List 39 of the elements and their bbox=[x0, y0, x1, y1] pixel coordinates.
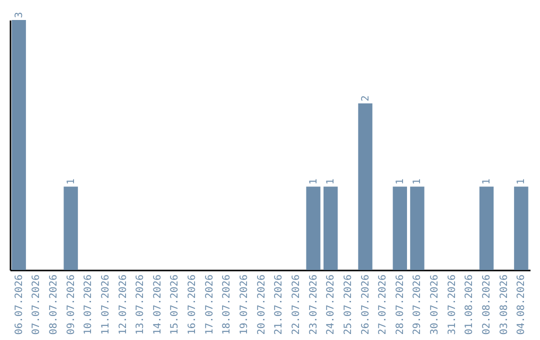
x-tick-label: 28.07.2026 bbox=[394, 274, 406, 335]
x-tick-label: 18.07.2026 bbox=[222, 274, 233, 335]
x-tick-label: 01.08.2026 bbox=[464, 274, 476, 335]
x-tick-label: 22.07.2026 bbox=[290, 274, 302, 335]
data-label: 1 bbox=[412, 178, 424, 185]
x-tick-label: 09.07.2026 bbox=[66, 274, 77, 335]
x-tick-label: 07.07.2026 bbox=[31, 274, 42, 335]
data-label: 2 bbox=[360, 95, 372, 102]
x-tick-label: 14.07.2026 bbox=[152, 274, 164, 335]
x-tick-label: 02.08.2026 bbox=[482, 274, 493, 335]
data-label: 3 bbox=[14, 12, 25, 18]
x-tick-label: 16.07.2026 bbox=[187, 274, 198, 335]
x-tick-label: 25.07.2026 bbox=[342, 274, 354, 335]
x-tick-label: 30.07.2026 bbox=[430, 274, 441, 335]
x-tick-label: 17.07.2026 bbox=[204, 274, 216, 335]
x-tick-label: 12.07.2026 bbox=[118, 274, 129, 335]
data-label: 1 bbox=[394, 178, 406, 185]
x-tick-label: 26.07.2026 bbox=[360, 274, 372, 335]
data-label: 1 bbox=[66, 178, 77, 185]
data-label: 1 bbox=[516, 178, 528, 185]
x-tick-label: 15.07.2026 bbox=[170, 274, 181, 335]
x-tick-label: 04.08.2026 bbox=[516, 274, 528, 335]
x-tick-label: 03.08.2026 bbox=[498, 274, 510, 335]
x-tick-label: 11.07.2026 bbox=[100, 274, 112, 335]
x-tick-label: 29.07.2026 bbox=[412, 274, 424, 335]
x-tick-label: 23.07.2026 bbox=[308, 274, 320, 335]
data-label: 1 bbox=[326, 178, 337, 185]
x-tick-label: 06.07.2026 bbox=[14, 274, 25, 335]
x-tick-label: 31.07.2026 bbox=[446, 274, 458, 335]
x-tick-label: 27.07.2026 bbox=[378, 274, 389, 335]
x-tick-label: 21.07.2026 bbox=[274, 274, 285, 335]
data-label: 1 bbox=[482, 178, 493, 185]
x-tick-label: 08.07.2026 bbox=[48, 274, 60, 335]
data-label: 1 bbox=[308, 178, 320, 185]
x-tick-label: 13.07.2026 bbox=[135, 274, 146, 335]
x-tick-label: 24.07.2026 bbox=[326, 274, 337, 335]
x-tick-label: 10.07.2026 bbox=[83, 274, 94, 335]
x-tick-label: 19.07.2026 bbox=[239, 274, 250, 335]
x-tick-label: 20.07.2026 bbox=[256, 274, 268, 335]
